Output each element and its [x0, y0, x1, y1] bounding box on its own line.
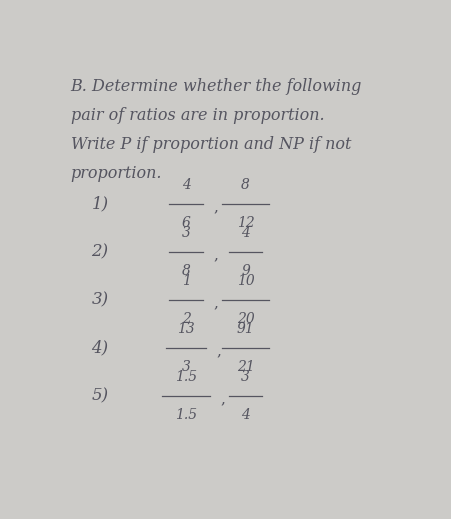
Text: 1): 1) [91, 196, 108, 213]
Text: 9: 9 [241, 264, 249, 278]
Text: 21: 21 [236, 360, 254, 374]
Text: proportion.: proportion. [70, 165, 161, 182]
Text: pair of ratios are in proportion.: pair of ratios are in proportion. [70, 107, 323, 124]
Text: 3): 3) [91, 292, 108, 309]
Text: 6: 6 [181, 216, 190, 230]
Text: 1.5: 1.5 [175, 408, 197, 422]
Text: 1.5: 1.5 [175, 370, 197, 384]
Text: 10: 10 [236, 274, 254, 288]
Text: 3: 3 [181, 226, 190, 240]
Text: 1: 1 [181, 274, 190, 288]
Text: 4: 4 [241, 226, 249, 240]
Text: Write P if proportion and NP if not: Write P if proportion and NP if not [70, 136, 350, 153]
Text: ,: , [213, 248, 218, 262]
Text: 13: 13 [177, 322, 194, 336]
Text: 2: 2 [181, 312, 190, 326]
Text: 5): 5) [91, 388, 108, 404]
Text: 2): 2) [91, 243, 108, 261]
Text: ,: , [213, 296, 218, 310]
Text: 3: 3 [241, 370, 249, 384]
Text: 91: 91 [236, 322, 254, 336]
Text: 20: 20 [236, 312, 254, 326]
Text: B. Determine whether the following: B. Determine whether the following [70, 78, 361, 95]
Text: 4): 4) [91, 339, 108, 357]
Text: 8: 8 [241, 178, 249, 192]
Text: ,: , [213, 200, 218, 214]
Text: 4: 4 [181, 178, 190, 192]
Text: ,: , [216, 344, 221, 358]
Text: 4: 4 [241, 408, 249, 422]
Text: 8: 8 [181, 264, 190, 278]
Text: 12: 12 [236, 216, 254, 230]
Text: 3: 3 [181, 360, 190, 374]
Text: ,: , [220, 392, 225, 406]
